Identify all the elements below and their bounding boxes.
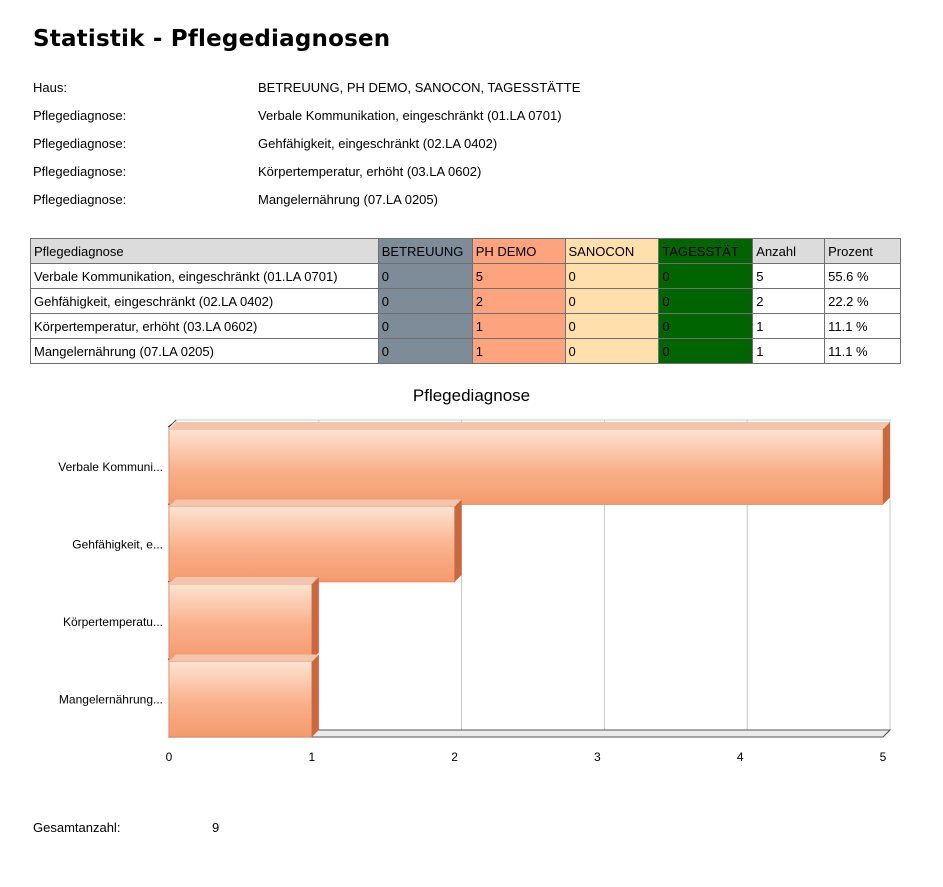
cell-betreuung: 0	[377, 313, 473, 339]
table-row: Mangelernährung (07.LA 0205) 0 1 0 0 1 1…	[30, 338, 901, 364]
cell-ph-demo: 2	[471, 288, 566, 314]
cell-ph-demo: 1	[471, 338, 566, 364]
cell-betreuung: 0	[377, 288, 473, 314]
info-label: Pflegediagnose:	[33, 164, 127, 179]
y-category-label: Gehfähigkeit, e...	[72, 537, 163, 551]
cell-betreuung: 0	[377, 338, 473, 364]
cell-diagnose: Mangelernährung (07.LA 0205)	[30, 338, 379, 364]
info-value: Verbale Kommunikation, eingeschränkt (01…	[258, 108, 562, 123]
cell-sanocon: 0	[564, 288, 660, 314]
bar-top	[169, 577, 319, 584]
header-tagesstaette: TAGESSTÄT	[658, 238, 754, 264]
cell-tagesstaette: 0	[658, 338, 754, 364]
info-value: Körpertemperatur, erhöht (03.LA 0602)	[258, 164, 482, 179]
cell-tagesstaette: 0	[658, 288, 754, 314]
bar	[168, 583, 313, 660]
info-label: Pflegediagnose:	[33, 192, 127, 207]
x-tick-label: 0	[166, 750, 173, 764]
info-label: Pflegediagnose:	[33, 136, 127, 151]
y-category-label: Mangelernährung...	[59, 692, 163, 706]
cell-betreuung: 0	[377, 263, 473, 289]
header-ph-demo: PH DEMO	[471, 238, 566, 264]
bar-top	[169, 654, 319, 662]
bar-side	[883, 422, 890, 505]
info-value: BETREUUNG, PH DEMO, SANOCON, TAGESSTÄTTE	[258, 80, 581, 95]
bar	[168, 506, 455, 583]
statistics-table: Pflegediagnose BETREUUNG PH DEMO SANOCON…	[30, 238, 901, 364]
info-label: Pflegediagnose:	[33, 108, 127, 123]
cell-anzahl: 1	[752, 338, 826, 364]
cell-prozent: 22.2 %	[824, 288, 901, 314]
header-pflegediagnose: Pflegediagnose	[30, 238, 379, 264]
y-axis-tick	[167, 423, 173, 428]
cell-sanocon: 0	[564, 263, 660, 289]
header-betreuung: BETREUUNG	[377, 238, 473, 264]
bar	[168, 661, 313, 738]
total-value: 9	[212, 820, 220, 835]
y-category-label: Verbale Kommuni...	[58, 460, 163, 474]
x-tick-label: 5	[880, 750, 887, 764]
info-label: Haus:	[33, 80, 67, 95]
x-tick-label: 3	[594, 750, 601, 764]
x-tick-label: 1	[308, 750, 315, 764]
bar-side	[311, 577, 319, 660]
chart-title: Pflegediagnose	[412, 386, 531, 405]
cell-prozent: 55.6 %	[824, 263, 901, 289]
header-anzahl: Anzahl	[752, 238, 826, 264]
cell-sanocon: 0	[564, 338, 660, 364]
bar	[168, 428, 884, 505]
page-title: Statistik - Pflegediagnosen	[33, 26, 391, 52]
cell-ph-demo: 1	[471, 313, 566, 339]
bar-top	[169, 422, 890, 429]
info-value: Gehfähigkeit, eingeschränkt (02.LA 0402)	[258, 136, 498, 151]
cell-ph-demo: 5	[471, 263, 566, 289]
cell-diagnose: Gehfähigkeit, eingeschränkt (02.LA 0402)	[30, 288, 379, 314]
cell-anzahl: 2	[752, 288, 826, 314]
cell-prozent: 11.1 %	[824, 313, 901, 339]
x-tick-label: 2	[451, 750, 458, 764]
cell-prozent: 11.1 %	[824, 338, 901, 364]
y-category-label: Körpertemperatu...	[63, 615, 163, 629]
bar-side	[311, 654, 319, 737]
total-label: Gesamtanzahl:	[33, 820, 121, 835]
info-value: Mangelernährung (07.LA 0205)	[258, 192, 438, 207]
cell-tagesstaette: 0	[658, 313, 754, 339]
bar-side	[454, 499, 462, 582]
header-prozent: Prozent	[824, 238, 901, 264]
cell-tagesstaette: 0	[658, 263, 754, 289]
table-header-row: Pflegediagnose BETREUUNG PH DEMO SANOCON…	[30, 238, 901, 264]
table-row: Körpertemperatur, erhöht (03.LA 0602) 0 …	[30, 313, 901, 339]
table-row: Gehfähigkeit, eingeschränkt (02.LA 0402)…	[30, 288, 901, 314]
bar-top	[169, 499, 462, 507]
x-tick-label: 4	[737, 750, 744, 764]
